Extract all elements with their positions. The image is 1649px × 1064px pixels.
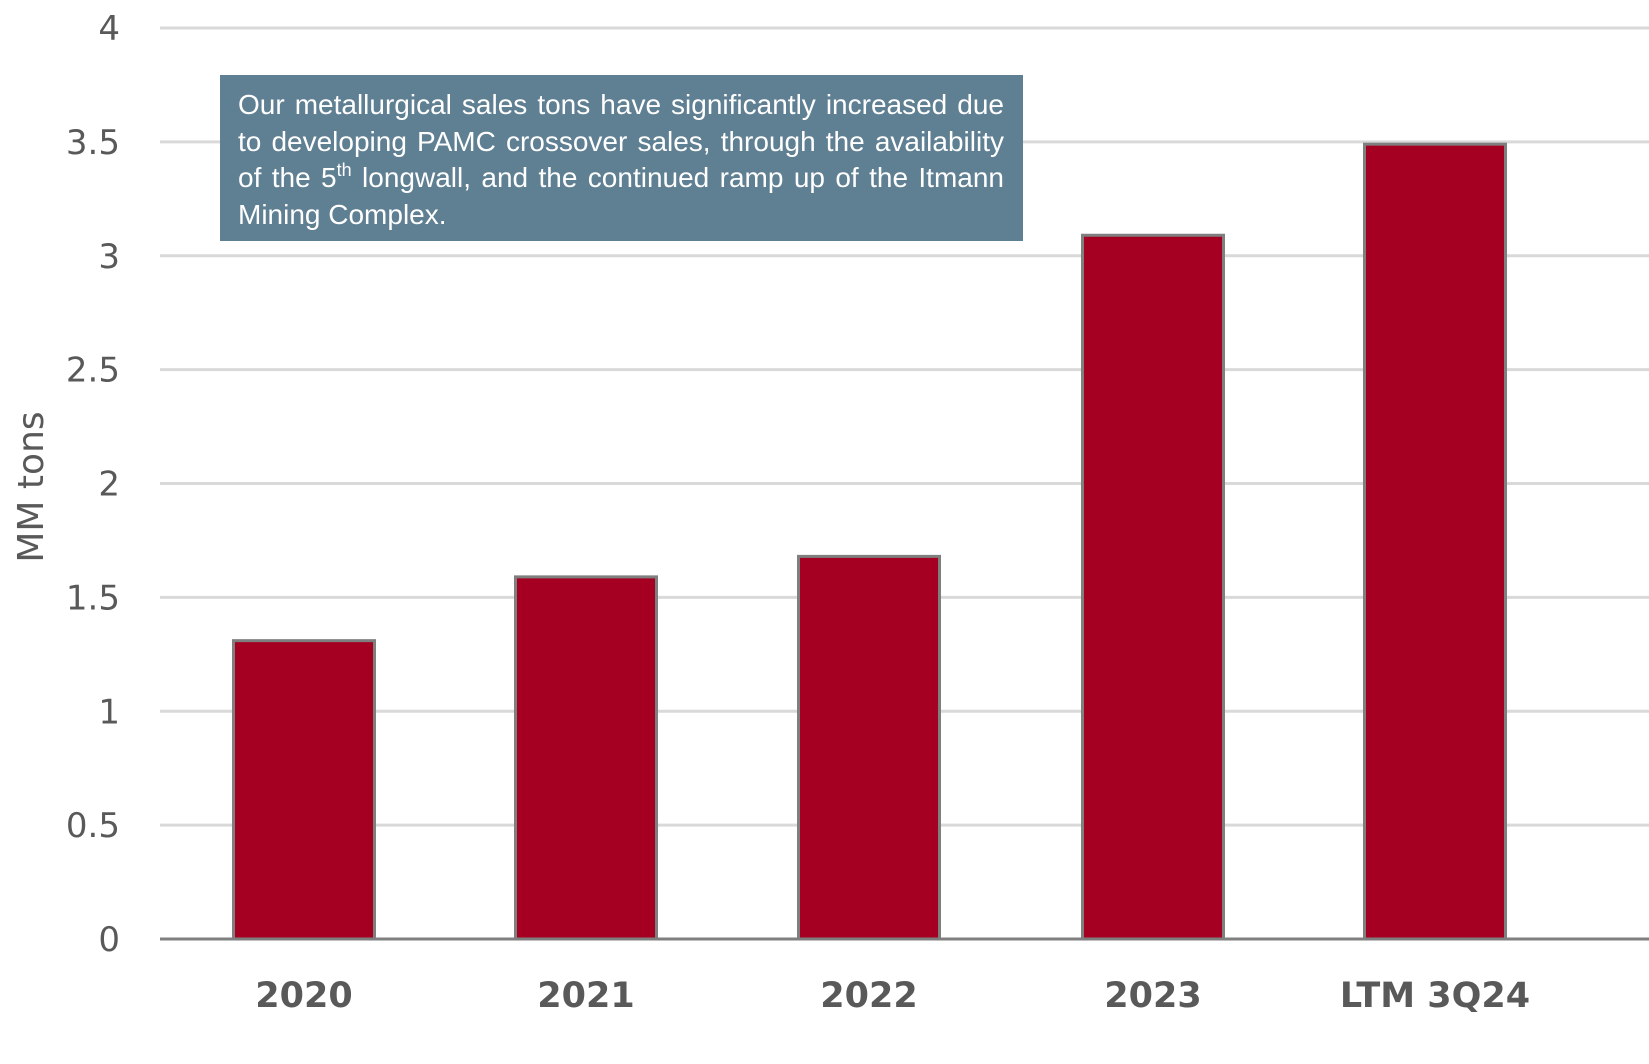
annotation-box-background <box>220 75 1023 241</box>
x-category-label: LTM 3Q24 <box>1340 976 1530 1016</box>
x-category-label: 2021 <box>537 976 634 1016</box>
x-category-label: 2020 <box>255 976 352 1016</box>
y-tick-label: 3.5 <box>66 123 120 163</box>
y-tick-label: 0 <box>98 920 120 960</box>
annotation-text: Our metallurgical sales tons have signif… <box>238 89 1004 193</box>
bar <box>797 554 941 941</box>
x-axis-category-labels: 2020 2021 2022 2023 LTM 3Q24 <box>255 976 1530 1016</box>
bar <box>232 639 376 941</box>
bar <box>514 575 658 941</box>
y-tick-label: 4 <box>98 9 120 49</box>
y-tick-label: 1 <box>98 692 120 732</box>
bar <box>1363 142 1507 941</box>
annotation-superscript: th <box>336 160 352 180</box>
bars <box>232 142 1507 941</box>
x-category-label: 2023 <box>1104 976 1201 1016</box>
y-tick-label: 3 <box>98 237 120 277</box>
y-tick-label: 2 <box>98 465 120 505</box>
y-axis-tick-labels: 0 0.5 1 1.5 2 2.5 3 3.5 4 <box>66 9 120 960</box>
y-tick-label: 2.5 <box>66 351 120 391</box>
y-tick-label: 1.5 <box>66 578 120 618</box>
annotation-text-box: Our metallurgical sales tons have signif… <box>220 75 1023 241</box>
y-tick-label: 0.5 <box>66 806 120 846</box>
annotation-text-continued: longwall, and the continued ramp up of t… <box>238 162 1005 230</box>
bar <box>1081 233 1225 941</box>
y-axis-title: MM tons <box>11 411 52 562</box>
x-category-label: 2022 <box>820 976 917 1016</box>
